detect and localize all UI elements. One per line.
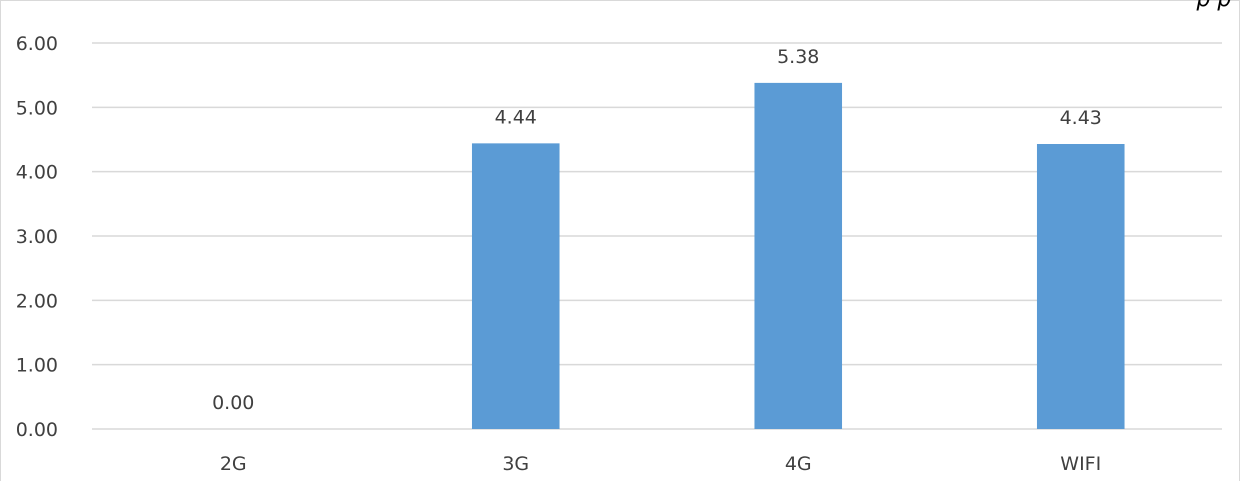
x-tick-label: WIFI	[1060, 453, 1101, 475]
x-tick-label: 4G	[785, 453, 812, 475]
data-label: 5.38	[777, 46, 819, 68]
y-tick-label: 1.00	[16, 355, 58, 377]
y-tick-label: 5.00	[16, 97, 58, 119]
bar-4g	[754, 83, 842, 429]
y-axis-tick-labels: 0.00 1.00 2.00 3.00 4.00 5.00 6.00	[16, 33, 58, 441]
y-tick-label: 3.00	[16, 226, 58, 248]
x-tick-label: 3G	[502, 453, 529, 475]
data-label: 4.43	[1060, 107, 1102, 129]
bars	[472, 83, 1125, 429]
y-tick-label: 4.00	[16, 162, 58, 184]
y-tick-label: 0.00	[16, 419, 58, 441]
data-labels: 0.00 4.44 5.38 4.43	[212, 46, 1102, 414]
x-tick-label: 2G	[220, 453, 247, 475]
bar-3g	[472, 143, 560, 429]
y-tick-label: 6.00	[16, 33, 58, 55]
y-tick-label: 2.00	[16, 290, 58, 312]
bar-wifi	[1037, 144, 1125, 429]
x-axis-tick-labels: 2G 3G 4G WIFI	[220, 453, 1101, 475]
data-label: 4.44	[495, 106, 537, 128]
data-label: 0.00	[212, 392, 254, 414]
